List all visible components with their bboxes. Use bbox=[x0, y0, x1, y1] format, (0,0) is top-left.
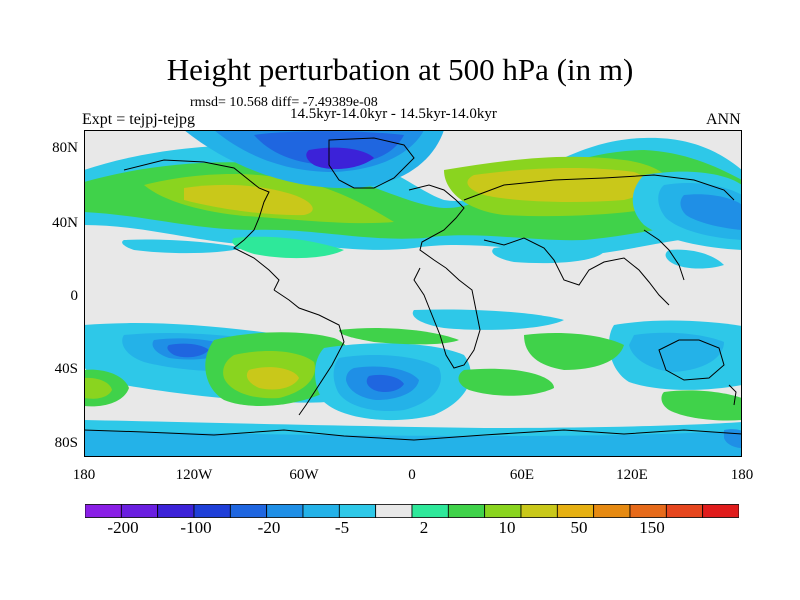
colorbar-label: -200 bbox=[107, 518, 139, 537]
colorbar-swatch bbox=[665, 504, 704, 518]
colorbar-swatch bbox=[266, 504, 304, 518]
contour-fill bbox=[84, 130, 742, 457]
colorbar bbox=[85, 504, 739, 518]
period-line: 14.5kyr-14.0kyr - 14.5kyr-14.0kyr bbox=[290, 106, 497, 122]
lon-label-120e: 120E bbox=[616, 467, 648, 483]
lat-label-80n: 80N bbox=[52, 140, 78, 156]
colorbar-swatch bbox=[593, 504, 631, 518]
colorbar-swatch bbox=[338, 504, 377, 518]
coastlines bbox=[84, 137, 742, 441]
map-frame bbox=[84, 130, 742, 457]
plot-title: Height perturbation at 500 hPa (in m) bbox=[166, 52, 634, 87]
colorbar-label: -20 bbox=[257, 518, 281, 537]
colorbar-swatch bbox=[556, 504, 595, 518]
colorbar-label: -5 bbox=[334, 518, 350, 537]
colorbar-swatch bbox=[411, 504, 449, 518]
colorbar-swatch bbox=[193, 504, 231, 518]
colorbar-label: 2 bbox=[419, 518, 429, 537]
map-panel bbox=[84, 130, 742, 457]
colorbar-swatch bbox=[302, 504, 340, 518]
lat-label-40n: 40N bbox=[52, 215, 78, 231]
colorbar-label: -100 bbox=[180, 518, 212, 537]
season-label: ANN bbox=[706, 111, 741, 128]
lon-label-180e: 180 bbox=[730, 467, 754, 483]
experiment-label: Expt = tejpj-tejpg bbox=[82, 111, 195, 128]
lon-label-0: 0 bbox=[408, 467, 416, 483]
colorbar-swatch bbox=[229, 504, 268, 518]
colorbar-swatch bbox=[447, 504, 486, 518]
colorbar-label: 50 bbox=[570, 518, 588, 537]
colorbar-label: 10 bbox=[498, 518, 516, 537]
colorbar-swatch bbox=[484, 504, 522, 518]
colorbar-swatch bbox=[520, 504, 558, 518]
colorbar-swatch bbox=[702, 504, 739, 518]
colorbar-label: 150 bbox=[639, 518, 665, 537]
lon-label-180w: 180 bbox=[72, 467, 96, 483]
colorbar-swatch bbox=[629, 504, 667, 518]
stats-line: rmsd= 10.568 diff= -7.49389e-08 bbox=[190, 95, 378, 110]
lon-label-60e: 60E bbox=[509, 467, 535, 483]
lon-label-60w: 60W bbox=[289, 467, 319, 483]
colorbar-swatch bbox=[375, 504, 413, 518]
lon-label-120w: 120W bbox=[175, 467, 213, 483]
colorbar-swatch bbox=[85, 504, 122, 518]
lat-label-80s: 80S bbox=[54, 435, 78, 451]
lat-label-40s: 40S bbox=[54, 361, 78, 377]
colorbar-swatch bbox=[157, 504, 195, 518]
colorbar-swatch bbox=[120, 504, 159, 518]
lat-label-eq: 0 bbox=[70, 288, 79, 304]
